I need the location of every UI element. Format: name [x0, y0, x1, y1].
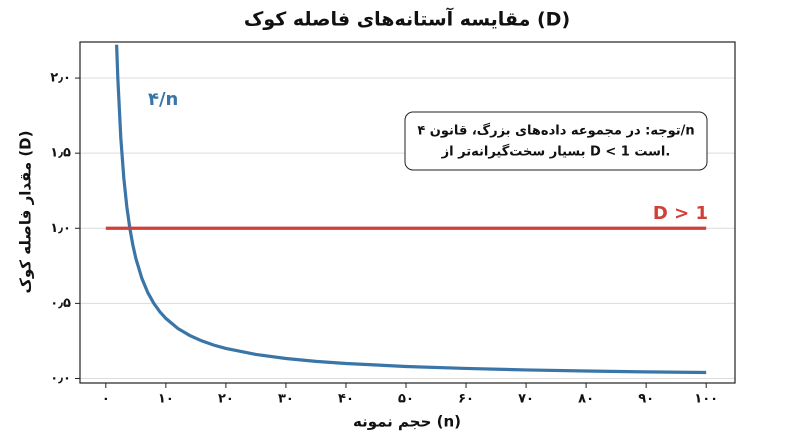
- x-tick-label: ۹۰: [638, 392, 654, 407]
- y-tick-label: ۰٫۰: [50, 371, 71, 386]
- note-line: توجه: در مجموعه داده‌های بزرگ، قانون ۴/n: [417, 122, 694, 139]
- y-tick-label: ۰٫۵: [50, 296, 71, 311]
- x-tick-label: ۳۰: [278, 392, 294, 407]
- x-tick-label: ۸۰: [578, 392, 594, 407]
- series-label: D > 1: [653, 203, 708, 224]
- y-tick-label: ۱٫۰: [50, 221, 71, 236]
- x-tick-label: ۴۰: [338, 392, 354, 407]
- x-tick-label: ۱۰: [158, 392, 174, 407]
- note-line: بسیار سخت‌گیرانه‌تر از D < 1 است.: [441, 144, 671, 160]
- series-label: ۴/n: [148, 89, 178, 110]
- y-tick-label: ۲٫۰: [50, 71, 71, 86]
- y-tick-label: ۱٫۵: [50, 146, 71, 161]
- x-tick-label: ۱۰۰: [694, 392, 718, 407]
- x-axis-label: حجم نمونه (n): [353, 413, 461, 431]
- x-tick-label: ۶۰: [458, 392, 474, 407]
- note-box: [404, 111, 708, 171]
- y-axis-label: مقدار فاصله کوک (D): [17, 130, 35, 293]
- plot-frame: [79, 41, 736, 384]
- x-tick-label: ۲۰: [218, 392, 234, 407]
- x-tick-label: ۷۰: [518, 392, 534, 407]
- line-series: [115, 44, 707, 375]
- x-tick-label: ۰: [102, 392, 110, 407]
- x-tick-label: ۵۰: [398, 392, 414, 407]
- plot-area: [105, 44, 707, 375]
- chart-title: مقایسه آستانه‌های فاصله کوک (D): [244, 7, 570, 31]
